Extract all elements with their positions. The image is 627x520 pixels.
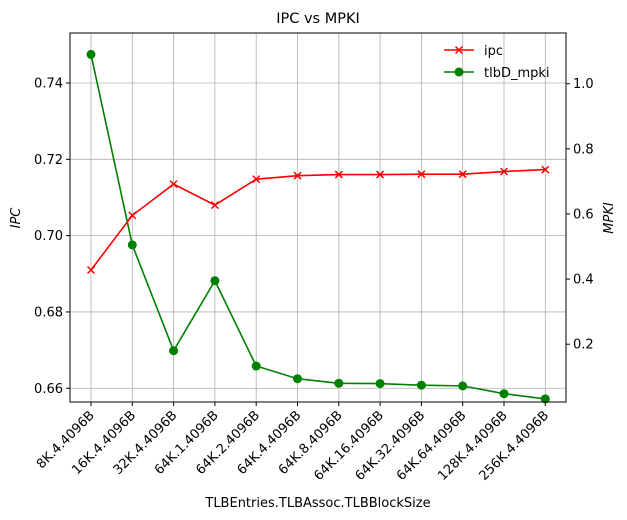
data-point-tlbd-mpki <box>87 50 96 59</box>
y-left-tick-label: 0.70 <box>34 229 63 244</box>
y-left-tick-label: 0.74 <box>34 76 63 91</box>
y-left-tick-label: 0.66 <box>34 382 63 397</box>
legend-label-ipc: ipc <box>484 44 503 59</box>
data-point-tlbd-mpki <box>169 346 178 355</box>
y-right-tick-label: 0.4 <box>573 273 594 288</box>
y-axis-label-right: MPKI <box>602 202 617 234</box>
data-point-tlbd-mpki <box>252 362 261 371</box>
data-point-tlbd-mpki <box>210 276 219 285</box>
y-right-tick-label: 1.0 <box>573 77 594 92</box>
data-point-tlbd-mpki <box>293 374 302 383</box>
y-right-tick-label: 0.8 <box>573 142 594 157</box>
y-right-tick-label: 0.6 <box>573 207 594 222</box>
y-right-tick-label: 0.2 <box>573 338 594 353</box>
data-point-tlbd-mpki <box>458 381 467 390</box>
chart-title: IPC vs MPKI <box>276 11 360 27</box>
legend-label-tlbd-mpki: tlbD_mpki <box>484 66 550 81</box>
y-left-tick-label: 0.72 <box>34 153 63 168</box>
data-point-tlbd-mpki <box>417 381 426 390</box>
data-point-tlbd-mpki <box>334 379 343 388</box>
y-axis-label-left: IPC <box>9 207 24 229</box>
legend-marker-tlbd-mpki <box>455 68 464 77</box>
data-point-tlbd-mpki <box>128 240 137 249</box>
y-left-tick-label: 0.68 <box>34 305 63 320</box>
x-axis-label: TLBEntries.TLBAssoc.TLBBlockSize <box>204 496 430 511</box>
plot-background <box>70 33 566 402</box>
data-point-tlbd-mpki <box>376 379 385 388</box>
data-point-tlbd-mpki <box>500 389 509 398</box>
